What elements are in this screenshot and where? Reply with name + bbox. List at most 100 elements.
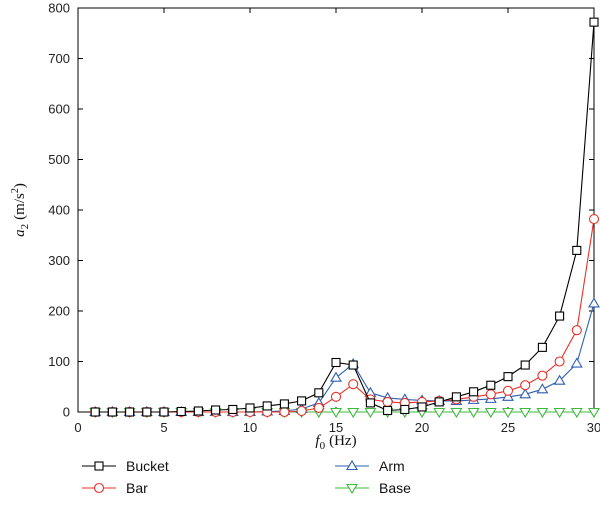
x-tick-label: 10	[243, 420, 257, 435]
data-point-bucket	[555, 311, 565, 321]
y-tick-label: 200	[48, 304, 70, 319]
x-tick-label: 15	[329, 420, 343, 435]
y-tick-label: 500	[48, 152, 70, 167]
data-point-base	[570, 407, 583, 419]
data-point-bucket	[159, 407, 169, 417]
series-bar	[90, 214, 600, 418]
data-point-bar	[520, 380, 531, 391]
data-point-arm	[519, 388, 532, 399]
data-point-bucket	[383, 405, 393, 416]
data-point-arm	[553, 374, 566, 385]
data-point-bucket	[572, 245, 582, 255]
data-point-bucket	[520, 360, 530, 370]
series-line-bucket	[95, 22, 595, 413]
y-axis-label: a2(m/s2)	[10, 183, 31, 237]
data-point-bucket	[125, 407, 135, 417]
data-point-bucket	[228, 404, 238, 415]
data-point-base	[467, 407, 480, 419]
data-point-bucket	[262, 401, 272, 411]
data-point-base	[433, 407, 446, 419]
legend-item-bar: Bar	[82, 480, 148, 496]
data-point-arm	[588, 297, 600, 308]
data-point-bucket	[537, 342, 547, 352]
series-bucket	[90, 17, 599, 417]
y-tick-label: 300	[48, 253, 70, 268]
legend-marker-bar	[93, 482, 105, 494]
series-arm	[89, 297, 600, 417]
x-axis-label: f0 (Hz)	[315, 433, 356, 452]
x-tick-label: 0	[74, 420, 81, 435]
legend-item-arm: Arm	[335, 458, 405, 474]
legend-marker-base	[346, 483, 358, 495]
data-point-bar	[330, 391, 342, 402]
data-point-base	[588, 407, 600, 419]
data-point-bucket	[503, 372, 513, 382]
y-tick-label: 400	[48, 203, 70, 218]
data-point-bucket	[314, 388, 324, 398]
data-point-bucket	[245, 403, 255, 413]
y-tick-label: 100	[48, 354, 70, 369]
x-tick-label: 5	[160, 420, 167, 435]
y-tick-label: 0	[63, 405, 70, 420]
series-line-arm	[95, 303, 595, 413]
data-point-bar	[348, 379, 359, 390]
data-point-bucket	[400, 404, 410, 415]
legend-item-base: Base	[335, 480, 411, 496]
data-point-bucket	[469, 387, 479, 397]
data-point-base	[450, 407, 463, 419]
legend-item-bucket: Bucket	[82, 458, 169, 474]
x-tick-label: 25	[501, 420, 515, 435]
data-point-base	[347, 407, 360, 419]
data-point-bucket	[451, 392, 461, 402]
legend-marker-arm	[346, 459, 358, 471]
data-point-base	[364, 407, 377, 419]
legend: Bucket Bar Arm Base	[82, 458, 411, 496]
data-point-bar	[296, 405, 307, 417]
data-point-bucket	[107, 407, 117, 417]
y-tick-label: 800	[48, 1, 70, 16]
data-point-bar	[554, 356, 565, 367]
data-point-bar	[537, 370, 548, 381]
data-point-bucket	[348, 360, 358, 370]
legend-marker-bucket	[94, 461, 104, 471]
plot-frame	[77, 7, 595, 413]
y-tick-label: 700	[48, 51, 70, 66]
data-point-bucket	[434, 397, 444, 407]
data-point-base	[330, 407, 342, 419]
data-point-bar	[485, 389, 496, 400]
legend-label: Bucket	[126, 458, 169, 474]
series-line-bar	[95, 219, 595, 413]
data-point-arm	[570, 357, 583, 368]
data-point-bar	[313, 402, 324, 414]
data-point-bar	[588, 214, 600, 225]
data-point-arm	[330, 371, 342, 382]
data-point-bucket	[279, 399, 289, 409]
data-point-bucket	[176, 406, 186, 417]
data-point-bucket	[417, 402, 427, 412]
data-point-base	[519, 407, 532, 419]
legend-label: Base	[379, 480, 411, 496]
data-point-bar	[279, 406, 290, 418]
data-point-base	[484, 407, 497, 419]
data-point-bar	[571, 325, 582, 336]
plot-series	[89, 17, 600, 419]
data-point-bucket	[90, 407, 100, 417]
axis-labels: f0 (Hz) a2(m/s2)	[10, 183, 357, 452]
data-point-bucket	[365, 398, 375, 408]
data-point-arm	[536, 383, 549, 394]
data-point-base	[536, 407, 549, 419]
data-point-bucket	[193, 406, 203, 416]
x-tick-label: 30	[587, 420, 600, 435]
data-point-bucket	[142, 407, 152, 417]
data-point-bucket	[589, 17, 599, 27]
legend-label: Bar	[126, 480, 148, 496]
y-tick-label: 600	[48, 102, 70, 117]
legend-label: Arm	[379, 458, 405, 474]
data-point-base	[553, 407, 566, 419]
x-tick-label: 20	[415, 420, 429, 435]
data-point-bucket	[211, 405, 221, 415]
data-point-bucket	[297, 396, 307, 406]
data-point-arm	[502, 390, 514, 401]
data-point-base	[502, 407, 514, 419]
